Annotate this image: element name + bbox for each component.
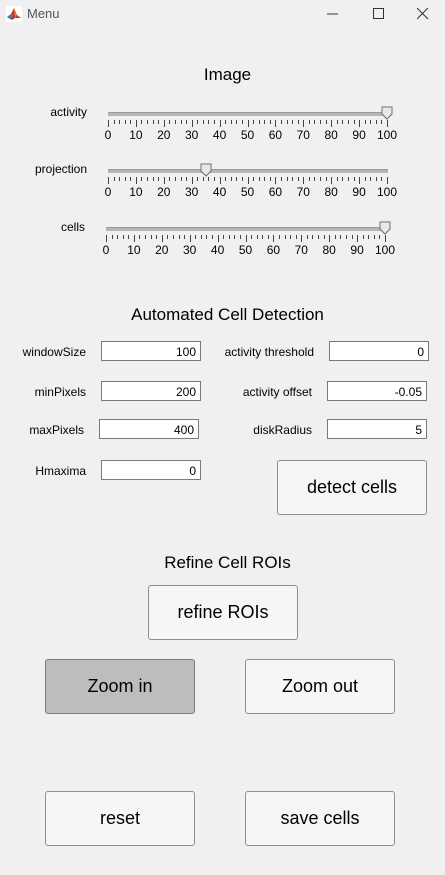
refine-rois-button[interactable]: refine ROIs: [148, 585, 298, 640]
activity-slider[interactable]: 0 10 20 30 40 50 60 70 80 90 100: [104, 106, 397, 148]
slider-tick-label: 60: [266, 243, 281, 257]
slider-tick-label: 40: [212, 185, 227, 199]
minimize-icon: [327, 13, 338, 15]
activity-slider-label: activity: [50, 105, 87, 119]
reset-button[interactable]: reset: [45, 791, 195, 846]
save-cells-button[interactable]: save cells: [245, 791, 395, 846]
slider-tick-label: 30: [183, 243, 197, 257]
slider-thumb[interactable]: [200, 163, 212, 177]
zoom-out-button[interactable]: Zoom out: [245, 659, 395, 714]
slider-track[interactable]: [108, 169, 388, 173]
zoom-in-button[interactable]: Zoom in: [45, 659, 195, 714]
slider-tick-label: 100: [376, 128, 398, 142]
slider-tick-label: 10: [127, 243, 141, 257]
slider-track[interactable]: [106, 227, 386, 231]
maximize-icon: [373, 8, 384, 19]
slider-tick-label: 40: [212, 128, 227, 142]
projection-slider-label: projection: [34, 162, 87, 176]
window-title: Menu: [27, 6, 60, 21]
slider-tick-label: 0: [104, 128, 112, 142]
image-section-title: Image: [203, 65, 252, 84]
slider-tick-label: 20: [157, 185, 171, 199]
close-icon: [417, 8, 429, 20]
cells-slider[interactable]: 0 10 20 30 40 50 60 70 80 90 100: [102, 221, 395, 263]
slider-tick-label: 30: [185, 128, 199, 142]
title-bar: Menu: [0, 0, 445, 28]
slider-tick-label: 10: [129, 128, 143, 142]
projection-slider[interactable]: 0 10 20 30 40 50 60 70 80 90 100: [104, 163, 397, 205]
slider-tick-label: 70: [294, 243, 308, 257]
slider-ticks: [108, 177, 388, 184]
max-pixels-field[interactable]: 400: [99, 419, 199, 439]
slider-tick-label: 20: [155, 243, 169, 257]
disk-radius-field[interactable]: 5: [327, 419, 427, 439]
slider-tick-label: 30: [185, 185, 199, 199]
disk-radius-label: diskRadius: [253, 423, 312, 437]
slider-tick-label: 50: [240, 185, 255, 199]
slider-tick-label: 60: [268, 185, 283, 199]
hmaxima-field[interactable]: 0: [101, 460, 201, 480]
slider-tick-label: 60: [268, 128, 283, 142]
activity-offset-label: activity offset: [242, 385, 312, 399]
slider-tick-label: 90: [352, 128, 366, 142]
slider-track[interactable]: [108, 112, 388, 116]
slider-thumb[interactable]: [379, 221, 391, 235]
slider-thumb[interactable]: [381, 106, 393, 120]
activity-threshold-label: activity threshold: [224, 345, 314, 359]
window-size-field[interactable]: 100: [101, 341, 201, 361]
window-size-label: windowSize: [22, 345, 86, 359]
slider-tick-label: 100: [374, 243, 396, 257]
min-pixels-label: minPixels: [34, 385, 86, 399]
slider-tick-label: 70: [296, 128, 310, 142]
slider-tick-label: 90: [352, 185, 366, 199]
matlab-logo-icon: [6, 6, 22, 22]
max-pixels-label: maxPixels: [29, 423, 84, 437]
slider-tick-label: 80: [322, 243, 336, 257]
refine-section-title: Refine Cell ROIs: [164, 553, 291, 572]
min-pixels-field[interactable]: 200: [101, 381, 201, 401]
maximize-button[interactable]: [356, 0, 402, 28]
slider-tick-label: 50: [238, 243, 253, 257]
slider-tick-label: 0: [104, 185, 112, 199]
close-button[interactable]: [400, 0, 445, 28]
slider-tick-label: 50: [240, 128, 255, 142]
slider-ticks: [106, 235, 386, 242]
slider-tick-label: 10: [129, 185, 143, 199]
slider-tick-label: 100: [376, 185, 398, 199]
hmaxima-label: Hmaxima: [35, 464, 86, 478]
slider-tick-label: 80: [324, 185, 338, 199]
minimize-button[interactable]: [310, 0, 356, 28]
slider-tick-label: 20: [157, 128, 171, 142]
detect-cells-button[interactable]: detect cells: [277, 460, 427, 515]
slider-ticks: [108, 120, 388, 127]
detection-section-title: Automated Cell Detection: [131, 305, 324, 324]
activity-offset-field[interactable]: -0.05: [327, 381, 427, 401]
slider-tick-label: 40: [210, 243, 225, 257]
activity-threshold-field[interactable]: 0: [329, 341, 429, 361]
cells-slider-label: cells: [60, 220, 85, 234]
slider-tick-label: 0: [102, 243, 110, 257]
slider-tick-label: 70: [296, 185, 310, 199]
slider-tick-label: 90: [350, 243, 364, 257]
slider-tick-label: 80: [324, 128, 338, 142]
